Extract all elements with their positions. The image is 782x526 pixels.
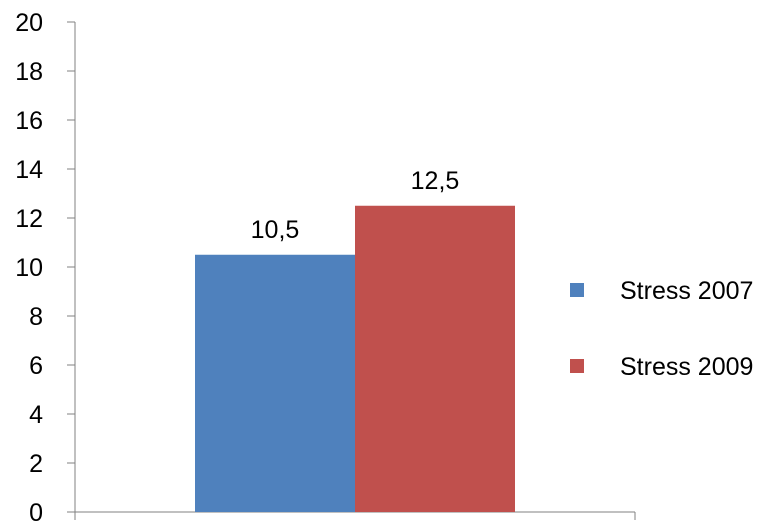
y-axis: 0 2 4 6 8 10 12 14 16 18 20 bbox=[15, 9, 76, 526]
bar-stress-2009 bbox=[355, 205, 515, 512]
y-tick-label: 12 bbox=[15, 205, 43, 233]
y-tick-label: 14 bbox=[15, 156, 43, 184]
data-label: 12,5 bbox=[411, 167, 460, 195]
legend-label: Stress 2007 bbox=[620, 277, 753, 305]
y-tick-label: 6 bbox=[29, 352, 43, 380]
y-tick-label: 8 bbox=[29, 303, 43, 331]
y-tick-label: 0 bbox=[29, 499, 43, 526]
y-tick-label: 16 bbox=[15, 107, 43, 135]
y-tick-label: 2 bbox=[29, 450, 43, 478]
data-labels: 10,5 12,5 bbox=[251, 167, 460, 244]
bars bbox=[195, 205, 515, 512]
y-tick-label: 20 bbox=[15, 9, 43, 37]
y-tick-label: 18 bbox=[15, 58, 43, 86]
legend-swatch bbox=[570, 283, 584, 297]
x-axis bbox=[74, 511, 636, 520]
legend-swatch bbox=[570, 359, 584, 373]
legend: Stress 2007 Stress 2009 bbox=[570, 277, 753, 381]
legend-label: Stress 2009 bbox=[620, 353, 753, 381]
bar-stress-2007 bbox=[195, 254, 355, 512]
y-tick-label: 4 bbox=[29, 401, 43, 429]
data-label: 10,5 bbox=[251, 216, 300, 244]
y-tick-label: 10 bbox=[15, 254, 43, 282]
